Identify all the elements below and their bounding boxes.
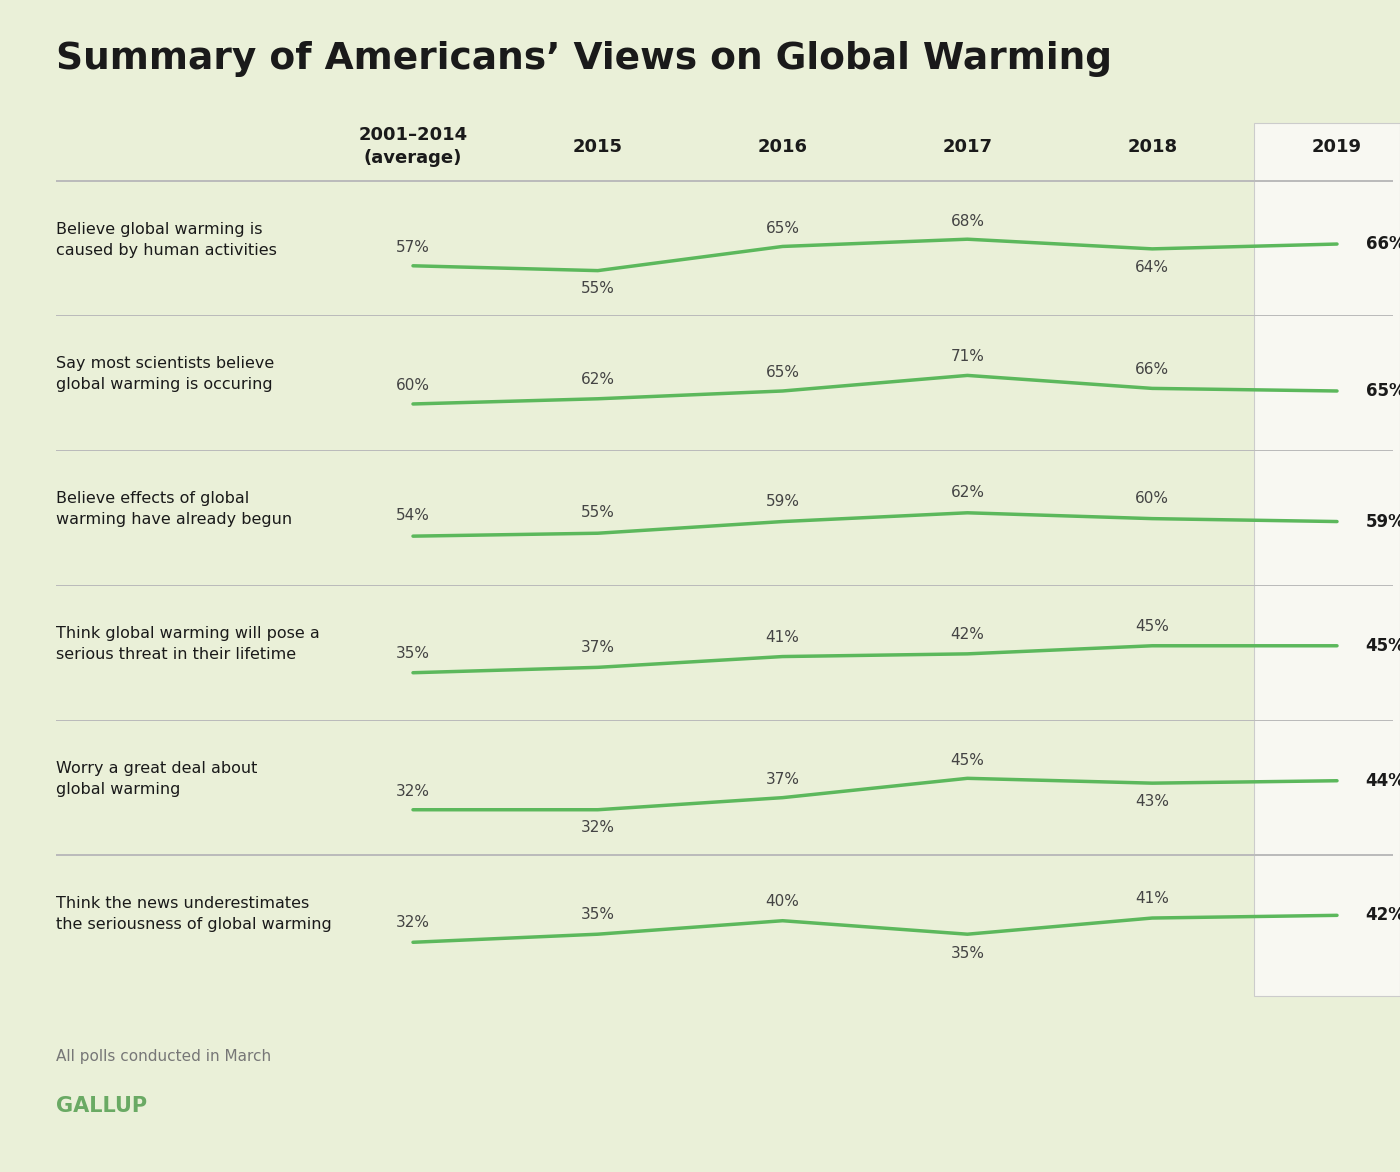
Text: 45%: 45% [1135, 619, 1169, 634]
Text: 45%: 45% [1365, 636, 1400, 655]
Text: 41%: 41% [766, 629, 799, 645]
Text: 35%: 35% [396, 646, 430, 661]
Text: 40%: 40% [766, 894, 799, 908]
Text: 64%: 64% [1135, 259, 1169, 274]
Text: 2017: 2017 [942, 137, 993, 156]
Text: 62%: 62% [581, 373, 615, 388]
Text: 2016: 2016 [757, 137, 808, 156]
Text: Think global warming will pose a
serious threat in their lifetime: Think global warming will pose a serious… [56, 626, 319, 662]
Text: Say most scientists believe
global warming is occuring: Say most scientists believe global warmi… [56, 356, 274, 393]
Text: 2001–2014
(average): 2001–2014 (average) [358, 127, 468, 166]
Text: 68%: 68% [951, 213, 984, 229]
Text: 55%: 55% [581, 505, 615, 520]
Text: 60%: 60% [1135, 491, 1169, 506]
Text: 59%: 59% [1365, 512, 1400, 531]
Text: 60%: 60% [396, 377, 430, 393]
Text: All polls conducted in March: All polls conducted in March [56, 1049, 272, 1064]
Text: 32%: 32% [396, 784, 430, 799]
Text: 65%: 65% [766, 364, 799, 380]
Text: GALLUP: GALLUP [56, 1096, 147, 1116]
Text: 62%: 62% [951, 485, 984, 500]
Text: Summary of Americans’ Views on Global Warming: Summary of Americans’ Views on Global Wa… [56, 41, 1112, 77]
Text: 57%: 57% [396, 240, 430, 255]
Text: 32%: 32% [396, 915, 430, 931]
Text: 42%: 42% [1365, 906, 1400, 925]
Text: 59%: 59% [766, 493, 799, 509]
Text: 35%: 35% [581, 907, 615, 922]
Text: Believe effects of global
warming have already begun: Believe effects of global warming have a… [56, 491, 293, 527]
Text: 2018: 2018 [1127, 137, 1177, 156]
Text: 37%: 37% [766, 772, 799, 788]
Text: 2015: 2015 [573, 137, 623, 156]
Text: 35%: 35% [951, 946, 984, 961]
Text: Worry a great deal about
global warming: Worry a great deal about global warming [56, 761, 258, 797]
Text: 43%: 43% [1135, 793, 1169, 809]
Text: 41%: 41% [1135, 891, 1169, 906]
Text: 42%: 42% [951, 627, 984, 642]
Text: 37%: 37% [581, 640, 615, 655]
Text: 2019: 2019 [1312, 137, 1362, 156]
Text: 55%: 55% [581, 281, 615, 297]
Text: 65%: 65% [766, 220, 799, 236]
Text: 32%: 32% [581, 820, 615, 836]
Text: Believe global warming is
caused by human activities: Believe global warming is caused by huma… [56, 222, 277, 258]
Text: 45%: 45% [951, 752, 984, 768]
Text: 54%: 54% [396, 509, 430, 524]
Text: 65%: 65% [1365, 382, 1400, 400]
Text: Think the news underestimates
the seriousness of global warming: Think the news underestimates the seriou… [56, 895, 332, 932]
Text: 66%: 66% [1365, 236, 1400, 253]
Text: 66%: 66% [1135, 362, 1169, 377]
Text: 44%: 44% [1365, 771, 1400, 790]
Text: 71%: 71% [951, 349, 984, 364]
